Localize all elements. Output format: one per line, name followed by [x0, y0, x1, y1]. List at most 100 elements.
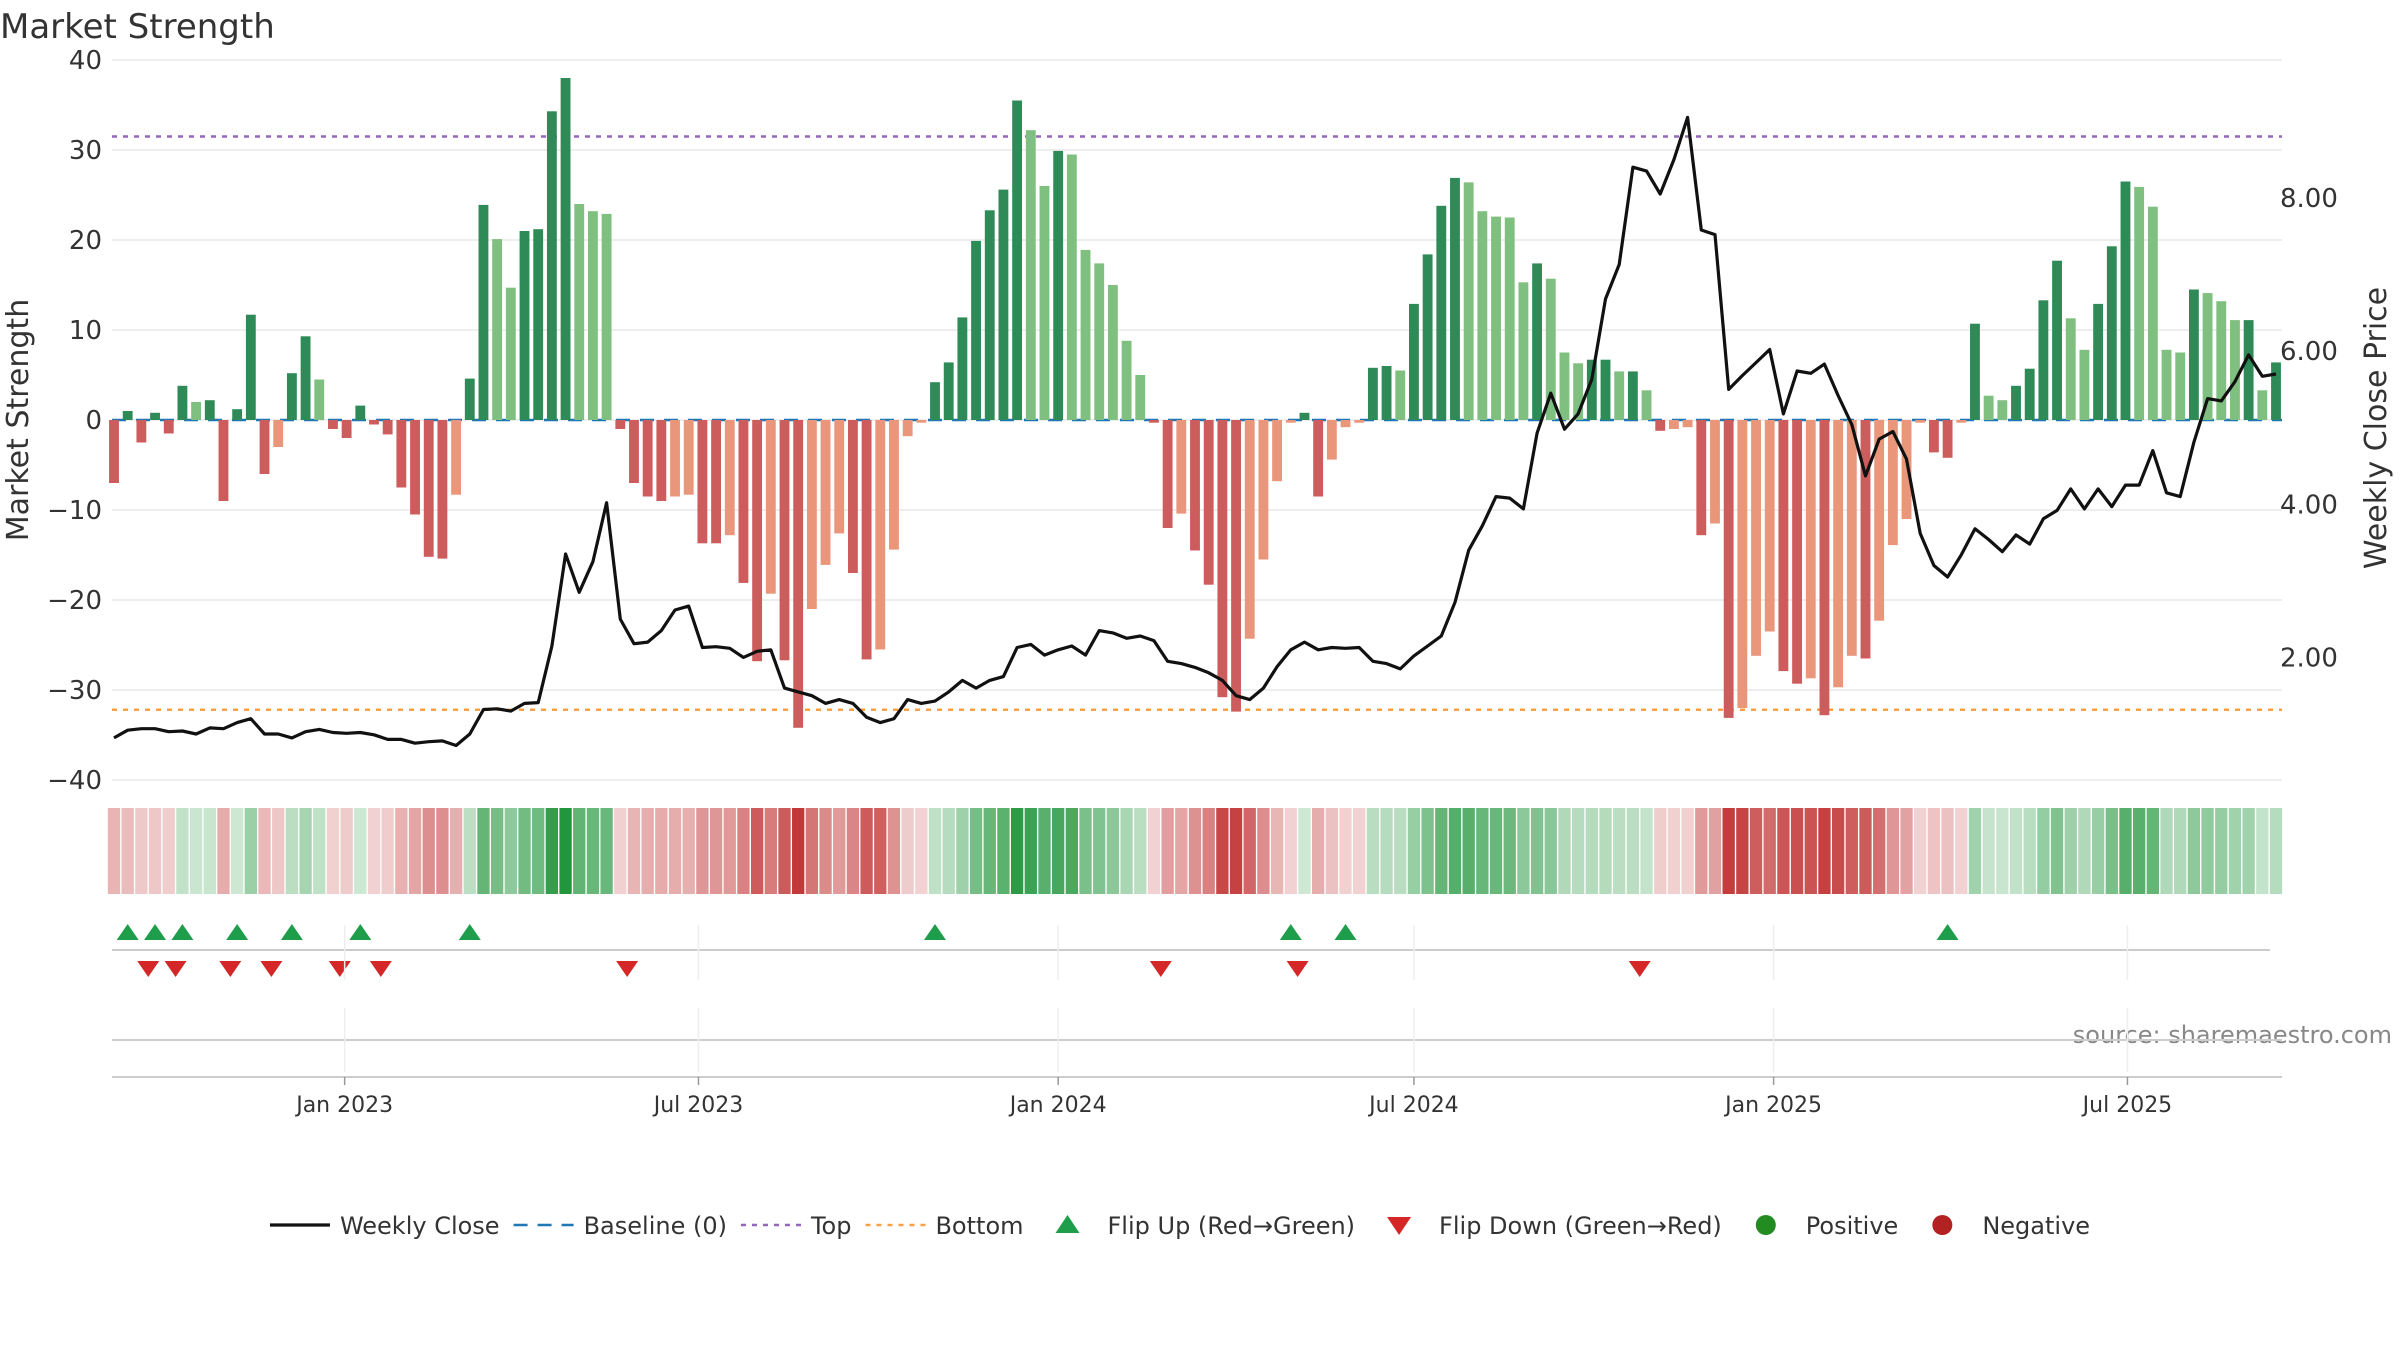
left-tick-label: −40 [47, 766, 102, 796]
legend-label: Flip Up (Red→Green) [1108, 1212, 1356, 1240]
signal-strip-cell [600, 808, 613, 894]
flip-up-marker [116, 924, 139, 940]
signal-strip-cell [2133, 808, 2146, 894]
signal-strip-cell [367, 808, 381, 894]
flip-down-marker [1149, 961, 1172, 977]
signal-strip-cell [1640, 808, 1653, 894]
x-axis: Jan 2023 Jul 2023 Jan 2024 Jul 2024 Jan 2025… [112, 925, 2282, 1118]
signal-strip-cell [2187, 808, 2201, 894]
legend-label: Positive [1806, 1212, 1899, 1240]
strength-bar [2093, 303, 2104, 420]
strength-bar [574, 204, 585, 420]
strength-bar [369, 420, 379, 425]
signal-strip-cell [230, 808, 244, 894]
signal-strip-cell [1120, 808, 1133, 894]
signal-strip-cell [1435, 808, 1448, 894]
strength-bar [2079, 349, 2090, 420]
signal-strip-cell [121, 808, 134, 894]
left-axis-label: Market Strength [1, 299, 36, 541]
chart-title: Market Strength [0, 7, 275, 47]
signal-strip-cell [1695, 808, 1708, 894]
signal-strip-cell [819, 808, 832, 894]
signal-strip-cell [1544, 808, 1557, 894]
signal-strip-cell [1229, 808, 1243, 894]
signal-strip-cell [1216, 808, 1229, 894]
signal-strip-cell [1079, 808, 1092, 894]
strength-bar [875, 420, 886, 650]
flip-down-marker [616, 961, 639, 977]
strength-bar [2257, 390, 2268, 420]
signal-strip-cell [792, 808, 805, 894]
strength-bar [1710, 420, 1720, 524]
strength-bar [1627, 371, 1638, 420]
strength-bar [286, 373, 297, 420]
strength-bar [889, 420, 899, 550]
signal-strip-cell [217, 808, 230, 894]
x-tick-label: Jul 2023 [652, 1093, 744, 1118]
signal-strip-cell [1462, 808, 1475, 894]
signal-strip-cell [1845, 808, 1858, 894]
weekly-close-line [113, 115, 2277, 748]
signal-strip-cell [354, 808, 367, 894]
strength-bar [1696, 420, 1707, 536]
left-tick-label: 30 [69, 136, 102, 166]
signal-strip-cell [1448, 808, 1462, 894]
signal-strip-cell [1558, 808, 1571, 894]
signal-strip-cell [1421, 808, 1434, 894]
strength-bar [2188, 289, 2199, 420]
left-tick-label: −10 [47, 496, 102, 526]
strength-bar [396, 420, 407, 488]
signal-strip-cell [1503, 808, 1516, 894]
signal-strip-cell [381, 808, 394, 894]
strength-bar [1751, 420, 1761, 656]
signal-strip-cell [463, 808, 476, 894]
strength-bar [1121, 340, 1132, 420]
strength-bar [587, 211, 598, 420]
strength-bar [670, 420, 680, 497]
strength-bar [601, 213, 612, 420]
signal-strip-cell [901, 808, 914, 894]
strength-bar [1518, 282, 1529, 420]
signal-strip-cell [942, 808, 955, 894]
strength-bar [1313, 420, 1324, 497]
flip-down-marker [219, 961, 242, 977]
signal-strip-cell [1489, 808, 1503, 894]
left-tick-label: 40 [69, 46, 102, 76]
strength-bar [1272, 420, 1283, 482]
signal-strip-cell [1147, 808, 1161, 894]
signal-strip-cell [874, 808, 887, 894]
signal-strip-cell [436, 808, 449, 894]
strength-bar [2230, 320, 2240, 420]
strength-bar [793, 420, 804, 728]
signal-strip-cell [2269, 808, 2283, 894]
strength-bar [615, 420, 626, 429]
legend-label: Flip Down (Green→Red) [1439, 1212, 1722, 1240]
signal-strip-cell [778, 808, 791, 894]
strength-bar [2134, 186, 2145, 420]
strength-bar [1326, 420, 1337, 460]
strength-bar [478, 204, 489, 420]
signal-strip-cell [422, 808, 435, 894]
strength-bar [177, 385, 188, 420]
strength-bar [1135, 375, 1146, 420]
signal-strip-cell [107, 808, 121, 894]
signal-strip-cell [983, 808, 996, 894]
strength-bar [259, 420, 270, 474]
flip-up-marker [1334, 924, 1357, 940]
signal-strip-cell [518, 808, 531, 894]
strength-bar [629, 420, 639, 483]
signal-strip-cell [2160, 808, 2173, 894]
signal-strip-cell [148, 808, 162, 894]
strength-bar [163, 420, 174, 434]
strength-bar [916, 420, 927, 423]
strength-bar [1039, 186, 1050, 420]
signal-strip-cell [928, 808, 942, 894]
signal-strip-cell [1722, 808, 1735, 894]
strength-bar [957, 317, 968, 420]
signal-strip-cell [1394, 808, 1407, 894]
strength-bar [2052, 260, 2062, 420]
flip-up-marker [1279, 924, 1302, 940]
strength-bar [1614, 371, 1625, 420]
strength-bar [492, 239, 503, 420]
strength-bar [437, 420, 448, 559]
